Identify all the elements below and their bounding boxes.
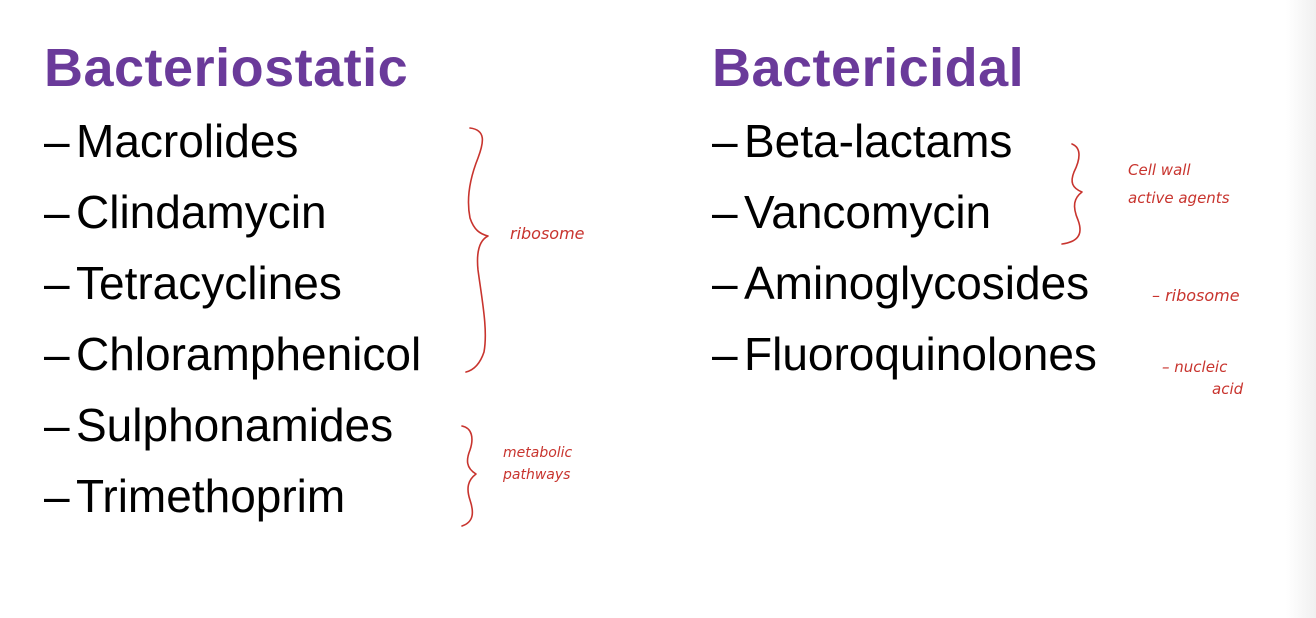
ribosome-note-left: ribosome	[510, 224, 585, 243]
list-item-clindamycin: – Clindamycin	[44, 177, 421, 248]
cell-wall-note: Cell wall active agents	[1128, 156, 1230, 212]
list-item-label: Vancomycin	[744, 186, 992, 238]
pathways-note-line: pathways	[503, 467, 571, 483]
list-dash: –	[44, 328, 70, 380]
list-dash: –	[712, 115, 738, 167]
list-dash: –	[712, 328, 738, 380]
metabolic-brace	[461, 425, 477, 527]
ribosome-brace-left	[465, 127, 489, 373]
list-item-label: Trimethoprim	[76, 470, 346, 522]
list-item-trimethoprim: – Trimethoprim	[44, 461, 421, 532]
ribosome-note-right: – ribosome	[1152, 286, 1240, 305]
bacteriostatic-column: Bacteriostatic – Macrolides – Clindamycin …	[44, 36, 421, 532]
list-item-label: Chloramphenicol	[76, 328, 422, 380]
list-item-label: Clindamycin	[76, 186, 327, 238]
list-item-chloramphenicol: – Chloramphenicol	[44, 319, 421, 390]
list-dash: –	[44, 257, 70, 309]
bactericidal-column: Bactericidal – Beta-lactams – Vancomycin –…	[712, 36, 1097, 390]
list-item-label: Sulphonamides	[76, 399, 394, 451]
metabolic-pathways-note: metabolic pathways	[503, 442, 572, 486]
list-dash: –	[44, 115, 70, 167]
bacteriostatic-list: – Macrolides – Clindamycin – Tetracyclines …	[44, 106, 421, 532]
nucleic-acid-note: – nucleic acid	[1162, 356, 1243, 400]
nucleic-note-line: – nucleic	[1162, 358, 1228, 376]
list-dash: –	[44, 470, 70, 522]
right-edge-shade	[1286, 0, 1316, 618]
list-item-label: Fluoroquinolones	[744, 328, 1097, 380]
list-dash: –	[712, 186, 738, 238]
list-item-macrolides: – Macrolides	[44, 106, 421, 177]
list-item-beta-lactams: – Beta-lactams	[712, 106, 1097, 177]
bacteriostatic-heading: Bacteriostatic	[44, 38, 409, 98]
list-item-fluoroquinolones: – Fluoroquinolones	[712, 319, 1097, 390]
list-item-aminoglycosides: – Aminoglycosides	[712, 248, 1097, 319]
bactericidal-list: – Beta-lactams – Vancomycin – Aminoglycosid…	[712, 106, 1097, 390]
list-dash: –	[44, 399, 70, 451]
metabolic-note-line: metabolic	[503, 445, 573, 461]
list-item-vancomycin: – Vancomycin	[712, 177, 1097, 248]
list-item-label: Macrolides	[76, 115, 299, 167]
cell-wall-note-line: Cell wall	[1128, 161, 1191, 179]
list-item-label: Aminoglycosides	[744, 257, 1090, 309]
acid-note-line: acid	[1212, 380, 1244, 398]
active-agents-note-line: active agents	[1128, 189, 1230, 207]
bactericidal-heading: Bactericidal	[712, 38, 1025, 98]
list-dash: –	[712, 257, 738, 309]
list-item-sulphonamides: – Sulphonamides	[44, 390, 421, 461]
list-dash: –	[44, 186, 70, 238]
list-item-label: Tetracyclines	[76, 257, 342, 309]
list-item-label: Beta-lactams	[744, 115, 1013, 167]
list-item-tetracyclines: – Tetracyclines	[44, 248, 421, 319]
